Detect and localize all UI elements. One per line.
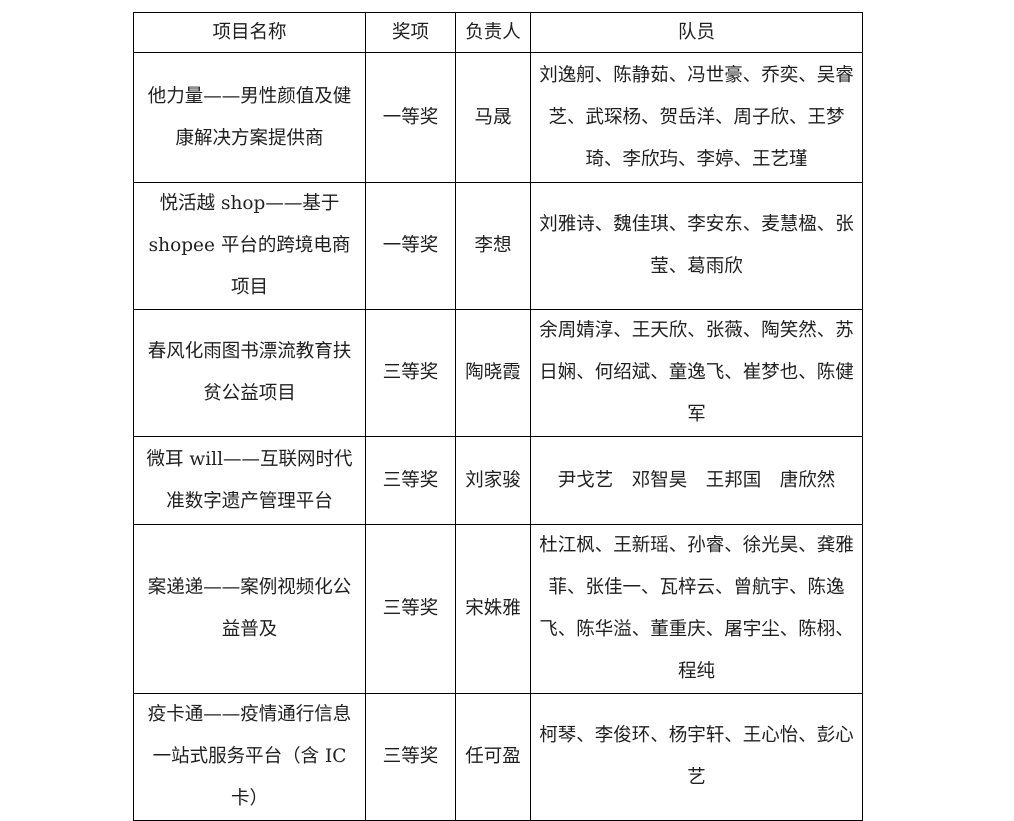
project-name-cell: 疫卡通——疫情通行信息一站式服务平台（含 IC 卡） bbox=[133, 693, 366, 821]
members-cell: 余周婧淳、王天欣、张薇、陶笑然、苏日娴、何绍斌、童逸飞、崔梦也、陈健军 bbox=[530, 309, 863, 437]
table-row: 他力量——男性颜值及健康解决方案提供商 一等奖 马晟 刘逸舸、陈静茹、冯世豪、乔… bbox=[133, 52, 863, 183]
project-name-cell: 案递递——案例视频化公益普及 bbox=[133, 524, 366, 694]
project-name-cell: 微耳 will——互联网时代准数字遗产管理平台 bbox=[133, 436, 366, 525]
table-row: 疫卡通——疫情通行信息一站式服务平台（含 IC 卡） 三等奖 任可盈 柯琴、李俊… bbox=[133, 693, 863, 821]
members-cell: 柯琴、李俊环、杨宇轩、王心怡、彭心艺 bbox=[530, 693, 863, 821]
leader-cell: 马晟 bbox=[455, 52, 531, 183]
members-cell: 尹戈艺 邓智昊 王邦国 唐欣然 bbox=[530, 436, 863, 525]
project-name-cell: 悦活越 shop——基于 shopee 平台的跨境电商项目 bbox=[133, 182, 366, 310]
leader-cell: 李想 bbox=[455, 182, 531, 310]
members-cell: 杜江枫、王新瑶、孙睿、徐光昊、龚雅菲、张佳一、瓦梓云、曾航宇、陈逸飞、陈华溢、董… bbox=[530, 524, 863, 694]
award-cell: 一等奖 bbox=[365, 52, 456, 183]
leader-cell: 陶晓霞 bbox=[455, 309, 531, 437]
table-row: 微耳 will——互联网时代准数字遗产管理平台 三等奖 刘家骏 尹戈艺 邓智昊 … bbox=[133, 436, 863, 525]
table-row: 案递递——案例视频化公益普及 三等奖 宋姝雅 杜江枫、王新瑶、孙睿、徐光昊、龚雅… bbox=[133, 524, 863, 694]
header-award: 奖项 bbox=[365, 12, 456, 53]
project-name-cell: 春风化雨图书漂流教育扶贫公益项目 bbox=[133, 309, 366, 437]
award-cell: 三等奖 bbox=[365, 309, 456, 437]
awards-table: 项目名称 奖项 负责人 队员 他力量——男性颜值及健康解决方案提供商 一等奖 马… bbox=[133, 12, 863, 821]
header-row: 项目名称 奖项 负责人 队员 bbox=[133, 12, 863, 53]
header-leader: 负责人 bbox=[455, 12, 531, 53]
award-cell: 三等奖 bbox=[365, 524, 456, 694]
award-cell: 一等奖 bbox=[365, 182, 456, 310]
members-cell: 刘逸舸、陈静茹、冯世豪、乔奕、吴睿芝、武琛杨、贺岳洋、周子欣、王梦琦、李欣玙、李… bbox=[530, 52, 863, 183]
members-cell: 刘雅诗、魏佳琪、李安东、麦慧楹、张莹、葛雨欣 bbox=[530, 182, 863, 310]
header-members: 队员 bbox=[530, 12, 863, 53]
leader-cell: 宋姝雅 bbox=[455, 524, 531, 694]
table-row: 悦活越 shop——基于 shopee 平台的跨境电商项目 一等奖 李想 刘雅诗… bbox=[133, 182, 863, 310]
project-name-cell: 他力量——男性颜值及健康解决方案提供商 bbox=[133, 52, 366, 183]
award-cell: 三等奖 bbox=[365, 436, 456, 525]
leader-cell: 任可盈 bbox=[455, 693, 531, 821]
table-row: 春风化雨图书漂流教育扶贫公益项目 三等奖 陶晓霞 余周婧淳、王天欣、张薇、陶笑然… bbox=[133, 309, 863, 437]
leader-cell: 刘家骏 bbox=[455, 436, 531, 525]
header-project-name: 项目名称 bbox=[133, 12, 366, 53]
award-cell: 三等奖 bbox=[365, 693, 456, 821]
